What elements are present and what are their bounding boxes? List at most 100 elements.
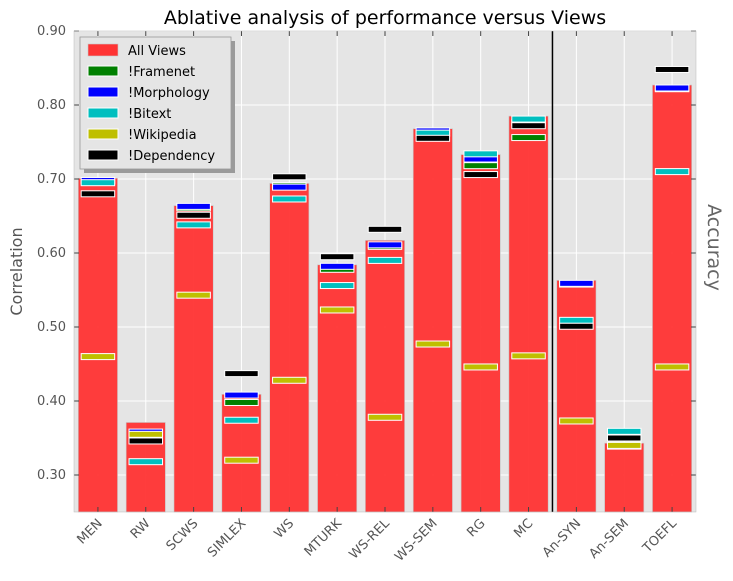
- marker-dependency-mturk: [319, 253, 355, 261]
- bar-rg: [460, 154, 501, 513]
- marker-wikipedia-men: [80, 353, 116, 361]
- bar-men: [78, 177, 118, 513]
- y-tick-label: 0.50: [37, 320, 66, 335]
- marker-dependency-ws-sem: [415, 134, 451, 142]
- bar-an-sem: [604, 442, 645, 513]
- markers: [80, 65, 690, 466]
- marker-wikipedia-mturk: [319, 306, 355, 314]
- marker-framenet-mc: [511, 134, 546, 142]
- legend-label: !Framenet: [128, 65, 195, 80]
- marker-wikipedia-rg: [463, 363, 498, 371]
- legend-swatch: [87, 149, 119, 161]
- bar-ws-rel: [365, 240, 405, 513]
- marker-morphology-an-syn: [559, 279, 594, 287]
- chart-title: Ablative analysis of performance versus …: [164, 7, 606, 29]
- bars: [78, 84, 692, 513]
- y-axis-label: Correlation: [7, 227, 26, 315]
- marker-wikipedia-simlex: [224, 456, 259, 464]
- bar-scws: [173, 205, 214, 513]
- marker-wikipedia-ws-rel: [367, 413, 403, 421]
- x-tick-label-simlex: SIMLEX: [205, 516, 249, 560]
- bar-simlex: [221, 394, 262, 513]
- marker-bitext-an-syn: [559, 316, 594, 324]
- legend-swatch: [87, 86, 119, 98]
- y-tick-label: 0.40: [37, 394, 66, 409]
- x-tick-label-an-syn: An-SYN: [540, 516, 584, 560]
- legend-label: !Dependency: [128, 149, 215, 164]
- plot-border: [73, 30, 697, 513]
- marker-bitext-toefl: [654, 168, 690, 176]
- marker-dependency-scws: [176, 211, 211, 219]
- marker-wikipedia-scws: [176, 291, 211, 299]
- marker-dependency-toefl: [654, 65, 690, 73]
- legend-swatch: [87, 43, 119, 57]
- y-axis-label-right: Accuracy: [703, 204, 725, 291]
- x-tick-label-men: MEN: [75, 516, 106, 547]
- axis-ticks: [73, 30, 697, 513]
- marker-bitext-an-sem: [606, 427, 642, 435]
- y-tick-label: 0.70: [37, 172, 66, 187]
- x-tick-label-toefl: TOEFL: [640, 516, 681, 557]
- marker-bitext-simlex: [224, 416, 259, 424]
- marker-wikipedia-an-sem: [606, 441, 642, 449]
- marker-morphology-mturk: [319, 262, 355, 270]
- y-tick-label: 0.80: [37, 98, 66, 113]
- x-tick-label-ws-sem: WS-SEM: [392, 516, 440, 564]
- marker-morphology-toefl: [654, 84, 690, 92]
- x-tick-label-mturk: MTURK: [302, 516, 346, 560]
- marker-dependency-rg: [463, 171, 498, 179]
- marker-bitext-scws: [176, 221, 211, 229]
- marker-wikipedia-toefl: [654, 363, 690, 371]
- marker-framenet-rg: [463, 162, 498, 170]
- marker-wikipedia-ws: [272, 376, 307, 384]
- y-tick-label: 0.60: [37, 246, 66, 261]
- bar-an-syn: [556, 280, 597, 513]
- marker-morphology-ws-rel: [367, 241, 403, 249]
- marker-bitext-ws-rel: [367, 256, 403, 264]
- marker-wikipedia-rw: [128, 430, 164, 438]
- bar-ws: [269, 183, 310, 513]
- y-tick-label: 0.90: [37, 24, 66, 39]
- marker-wikipedia-mc: [511, 352, 546, 360]
- x-tick-labels: MEN RW SCWS SIMLEX WS MTURK WS-REL WS-SEM RG MC An…: [75, 516, 681, 565]
- x-tick-label-rg: RG: [464, 516, 488, 540]
- bar-mc: [508, 115, 549, 513]
- legend-box: [79, 36, 232, 170]
- marker-bitext-mc: [511, 115, 546, 123]
- legend-label: !Morphology: [128, 86, 210, 101]
- x-tick-label-mc: MC: [511, 516, 536, 541]
- bar-mturk: [317, 264, 358, 513]
- marker-bitext-men: [80, 179, 116, 187]
- marker-framenet-simlex: [224, 398, 259, 406]
- y-tick-label: 0.30: [37, 468, 66, 483]
- marker-dependency-ws: [272, 173, 307, 181]
- x-tick-label-rw: RW: [128, 516, 154, 542]
- legend-label: !Bitext: [128, 107, 171, 122]
- bar-ws-sem: [412, 128, 453, 513]
- x-tick-label-ws: WS: [272, 516, 298, 542]
- marker-morphology-scws: [176, 202, 211, 210]
- x-tick-label-an-sem: An-SEM: [586, 516, 632, 562]
- marker-bitext-ws: [272, 195, 307, 203]
- marker-wikipedia-ws-sem: [415, 340, 451, 348]
- marker-morphology-simlex: [224, 391, 259, 399]
- marker-wikipedia-an-syn: [559, 417, 594, 425]
- marker-dependency-mc: [511, 122, 546, 130]
- x-tick-label-ws-rel: WS-REL: [347, 516, 394, 563]
- legend-swatch: [87, 65, 119, 77]
- marker-dependency-men: [80, 190, 116, 198]
- legend-label: All Views: [128, 44, 186, 59]
- marker-bitext-rg: [463, 150, 498, 158]
- legend-swatch: [87, 107, 119, 119]
- y-tick-labels: 0.30 0.40 0.50 0.60 0.70 0.80 0.90: [37, 24, 66, 483]
- marker-dependency-simlex: [224, 370, 259, 378]
- x-tick-label-scws: SCWS: [164, 516, 202, 554]
- legend-label: !Wikipedia: [128, 128, 197, 143]
- legend-swatch: [87, 128, 119, 140]
- marker-morphology-ws: [272, 183, 307, 191]
- marker-dependency-ws-rel: [367, 225, 403, 233]
- bar-toefl: [652, 84, 692, 513]
- marker-dependency-an-syn: [559, 322, 594, 330]
